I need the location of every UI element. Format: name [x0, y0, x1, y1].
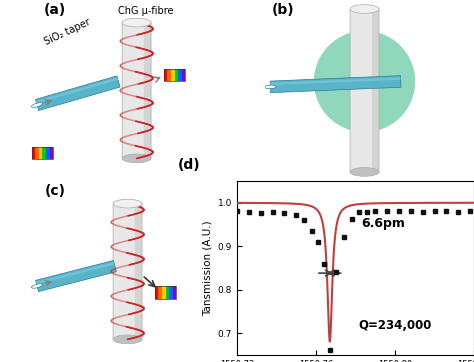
Bar [32, 147, 54, 159]
Text: ChG μ-fibre: ChG μ-fibre [118, 7, 173, 17]
Bar [167, 69, 171, 81]
Polygon shape [270, 77, 401, 85]
Ellipse shape [31, 284, 43, 288]
Bar [174, 69, 178, 81]
Y-axis label: Tansmission (A.U.): Tansmission (A.U.) [202, 220, 212, 316]
Bar [32, 147, 35, 159]
Text: SiO₂ taper: SiO₂ taper [43, 17, 92, 47]
Bar [158, 286, 162, 299]
Ellipse shape [122, 154, 151, 163]
Bar [182, 69, 185, 81]
Text: Q=234,000: Q=234,000 [358, 319, 432, 332]
Bar [164, 69, 167, 81]
Bar [178, 69, 182, 81]
FancyBboxPatch shape [135, 203, 142, 340]
Polygon shape [36, 262, 114, 284]
Ellipse shape [264, 85, 276, 89]
Ellipse shape [113, 335, 142, 344]
Text: (c): (c) [45, 185, 66, 198]
Bar [43, 147, 46, 159]
FancyBboxPatch shape [350, 9, 379, 172]
Bar [155, 286, 176, 299]
Bar [169, 286, 173, 299]
Bar [171, 69, 174, 81]
Text: (b): (b) [272, 4, 294, 17]
Bar [46, 147, 50, 159]
Text: (a): (a) [44, 4, 66, 17]
Polygon shape [36, 260, 116, 292]
Bar [165, 286, 169, 299]
Bar [35, 147, 39, 159]
Polygon shape [36, 77, 118, 103]
Text: (d): (d) [178, 158, 201, 172]
Bar [173, 286, 176, 299]
Circle shape [314, 31, 415, 132]
Ellipse shape [350, 5, 379, 13]
FancyBboxPatch shape [122, 22, 151, 159]
FancyBboxPatch shape [144, 22, 151, 159]
FancyBboxPatch shape [113, 203, 142, 340]
Ellipse shape [350, 168, 379, 176]
Bar [164, 69, 185, 81]
Ellipse shape [31, 103, 43, 107]
Bar [155, 286, 158, 299]
Bar [162, 286, 165, 299]
Text: 6.6pm: 6.6pm [361, 217, 405, 230]
FancyBboxPatch shape [372, 9, 379, 172]
Ellipse shape [113, 199, 142, 208]
Polygon shape [270, 76, 401, 93]
Bar [50, 147, 54, 159]
Polygon shape [36, 76, 120, 110]
Ellipse shape [122, 18, 151, 27]
Bar [39, 147, 43, 159]
